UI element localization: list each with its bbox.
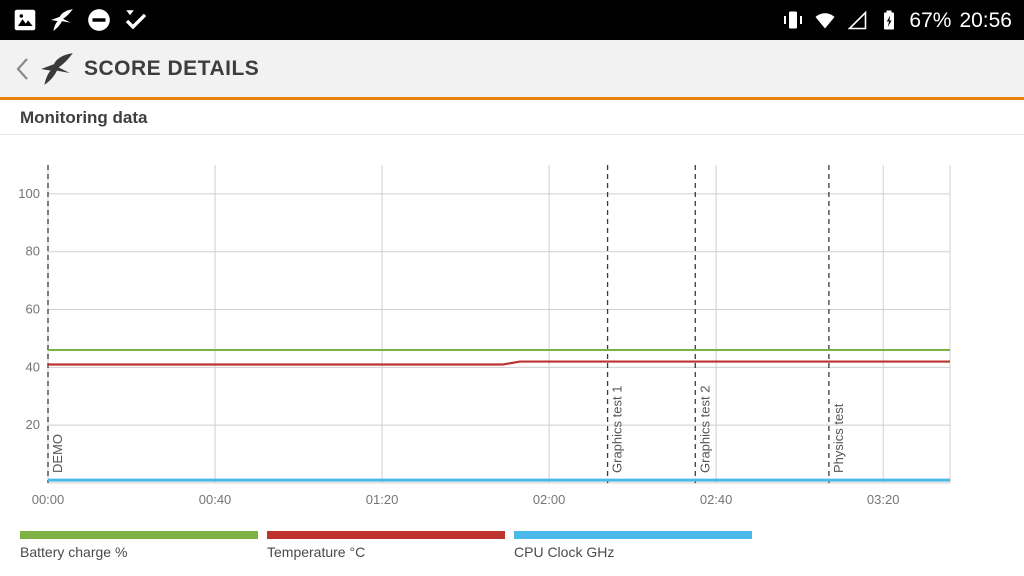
legend-item-temperature: Temperature °C [267, 531, 505, 560]
legend-item-battery: Battery charge % [20, 531, 258, 560]
legend-label-cpu-clock: CPU Clock GHz [514, 544, 615, 560]
status-bar: 67% 20:56 [0, 0, 1024, 40]
page-title: SCORE DETAILS [84, 56, 260, 80]
svg-text:02:40: 02:40 [700, 492, 733, 507]
svg-text:80: 80 [26, 244, 40, 259]
status-bar-system-icons: 67% 20:56 [781, 8, 1012, 32]
3dmark-notification-icon [51, 9, 73, 31]
back-button[interactable] [10, 52, 36, 86]
3dmark-logo-icon [41, 52, 73, 85]
monitoring-chart: 00:00 00:40 01:20 02:00 02:40 03:20 20 40 60 80 10… [0, 135, 1024, 515]
svg-text:60: 60 [26, 302, 40, 317]
svg-text:00:40: 00:40 [199, 492, 232, 507]
legend-label-battery: Battery charge % [20, 544, 128, 560]
svg-text:Graphics test 2: Graphics test 2 [697, 386, 712, 473]
vibrate-icon [784, 11, 803, 29]
svg-text:00:00: 00:00 [32, 492, 65, 507]
svg-text:01:20: 01:20 [366, 492, 399, 507]
cell-signal-empty-icon [847, 10, 867, 30]
app-bar: SCORE DETAILS [0, 40, 1024, 100]
section-header: Monitoring data [0, 100, 1024, 135]
battery-percent: 67% [909, 8, 952, 32]
status-bar-notification-icons [12, 7, 149, 33]
do-not-disturb-icon [88, 9, 110, 31]
svg-text:20: 20 [26, 417, 40, 432]
svg-text:40: 40 [26, 359, 40, 374]
svg-text:DEMO: DEMO [50, 434, 65, 473]
svg-text:100: 100 [18, 186, 40, 201]
section-title: Monitoring data [20, 108, 148, 127]
chart-legend: Battery charge % Temperature °C CPU Cloc… [0, 531, 1024, 560]
screenshot-icon [14, 9, 36, 31]
clock: 20:56 [959, 8, 1012, 32]
svg-text:Physics test: Physics test [831, 403, 846, 473]
legend-label-temperature: Temperature °C [267, 544, 366, 560]
legend-swatch-battery [20, 531, 258, 539]
svg-text:03:20: 03:20 [867, 492, 900, 507]
legend-item-cpu-clock: CPU Clock GHz [514, 531, 752, 560]
legend-swatch-temperature [267, 531, 505, 539]
monitoring-chart-plot: 00:00 00:40 01:20 02:00 02:40 03:20 20 40 60 80 10… [18, 165, 951, 507]
legend-swatch-cpu-clock [514, 531, 752, 539]
svg-text:Graphics test 1: Graphics test 1 [610, 386, 625, 473]
back-chevron-icon [16, 57, 28, 80]
battery-charging-icon [884, 10, 895, 30]
task-complete-icon [125, 10, 147, 30]
svg-text:02:00: 02:00 [533, 492, 566, 507]
wifi-icon [815, 13, 835, 29]
